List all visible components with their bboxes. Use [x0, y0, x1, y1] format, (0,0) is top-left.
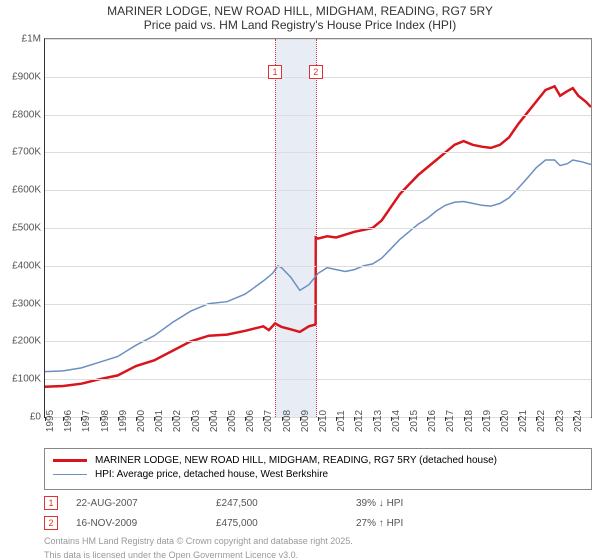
transaction-rows: 1 22-AUG-2007£247,50039% ↓ HPI 2 16-NOV-200…: [44, 496, 592, 530]
y-axis-label: £700K: [12, 147, 41, 158]
x-axis-label: 1997: [81, 410, 92, 432]
x-axis-label: 2009: [300, 410, 311, 432]
marker-box: 2: [309, 65, 323, 79]
x-axis-label: 1998: [100, 410, 111, 432]
x-axis-label: 2001: [154, 410, 165, 432]
x-axis-label: 2018: [464, 410, 475, 432]
y-axis-label: £600K: [12, 185, 41, 196]
transaction-delta: 27% ↑ HPI: [356, 518, 496, 529]
legend: MARINER LODGE, NEW ROAD HILL, MIDGHAM, R…: [44, 448, 592, 490]
y-axis-label: £0: [30, 412, 41, 423]
legend-label: HPI: Average price, detached house, West…: [95, 469, 328, 480]
x-axis-label: 2003: [191, 410, 202, 432]
marker-vline: [316, 39, 317, 417]
x-axis-label: 2008: [282, 410, 293, 432]
transaction-price: £475,000: [216, 518, 356, 529]
marker-box: 1: [268, 65, 282, 79]
legend-row: HPI: Average price, detached house, West…: [53, 469, 583, 480]
x-axis-label: 1996: [63, 410, 74, 432]
y-axis-label: £100K: [12, 374, 41, 385]
x-axis-label: 1999: [118, 410, 129, 432]
footnote-license: This data is licensed under the Open Gov…: [44, 550, 592, 560]
y-axis-label: £1M: [22, 34, 41, 45]
x-axis-label: 2023: [555, 410, 566, 432]
legend-swatch: [53, 459, 87, 462]
gridline: [45, 266, 591, 267]
transaction-row: 2 16-NOV-2009£475,00027% ↑ HPI: [44, 516, 592, 530]
y-axis-label: £200K: [12, 336, 41, 347]
legend-label: MARINER LODGE, NEW ROAD HILL, MIDGHAM, R…: [95, 455, 497, 466]
transaction-date: 16-NOV-2009: [76, 518, 216, 529]
x-axis-label: 2000: [136, 410, 147, 432]
x-axis-label: 2020: [500, 410, 511, 432]
gridline: [45, 115, 591, 116]
x-axis-label: 2017: [445, 410, 456, 432]
legend-swatch: [53, 474, 87, 475]
y-axis-label: £500K: [12, 223, 41, 234]
gridline: [45, 39, 591, 40]
gridline: [45, 190, 591, 191]
transaction-marker: 2: [44, 516, 58, 530]
gridline: [45, 341, 591, 342]
x-axis-label: 2011: [336, 410, 347, 432]
x-axis-label: 2024: [573, 410, 584, 432]
chart-title: MARINER LODGE, NEW ROAD HILL, MIDGHAM, R…: [0, 0, 600, 18]
y-axis-label: £900K: [12, 71, 41, 82]
legend-row: MARINER LODGE, NEW ROAD HILL, MIDGHAM, R…: [53, 455, 583, 466]
x-axis-label: 2014: [391, 410, 402, 432]
gridline: [45, 304, 591, 305]
marker-vline: [275, 39, 276, 417]
transaction-row: 1 22-AUG-2007£247,50039% ↓ HPI: [44, 496, 592, 510]
x-axis-label: 2002: [172, 410, 183, 432]
chart-subtitle: Price paid vs. HM Land Registry's House …: [0, 18, 600, 32]
x-axis-label: 2019: [482, 410, 493, 432]
transaction-price: £247,500: [216, 498, 356, 509]
footnote-copyright: Contains HM Land Registry data © Crown c…: [44, 536, 592, 546]
x-axis-label: 1995: [45, 410, 56, 432]
x-axis-label: 2007: [263, 410, 274, 432]
y-axis-label: £400K: [12, 260, 41, 271]
y-axis-label: £300K: [12, 298, 41, 309]
gridline: [45, 228, 591, 229]
x-axis-label: 2015: [409, 410, 420, 432]
chart-plot-area: £0£100K£200K£300K£400K£500K£600K£700K£80…: [44, 38, 592, 418]
transaction-marker: 1: [44, 496, 58, 510]
transaction-delta: 39% ↓ HPI: [356, 498, 496, 509]
x-axis-label: 2004: [209, 410, 220, 432]
x-axis-label: 2016: [427, 410, 438, 432]
gridline: [45, 152, 591, 153]
x-axis-label: 2005: [227, 410, 238, 432]
x-axis-label: 2013: [373, 410, 384, 432]
x-axis-label: 2021: [518, 410, 529, 432]
transaction-date: 22-AUG-2007: [76, 498, 216, 509]
y-axis-label: £800K: [12, 109, 41, 120]
x-axis-label: 2010: [318, 410, 329, 432]
x-axis-label: 2012: [354, 410, 365, 432]
x-axis-label: 2022: [536, 410, 547, 432]
x-axis-label: 2006: [245, 410, 256, 432]
gridline: [45, 379, 591, 380]
